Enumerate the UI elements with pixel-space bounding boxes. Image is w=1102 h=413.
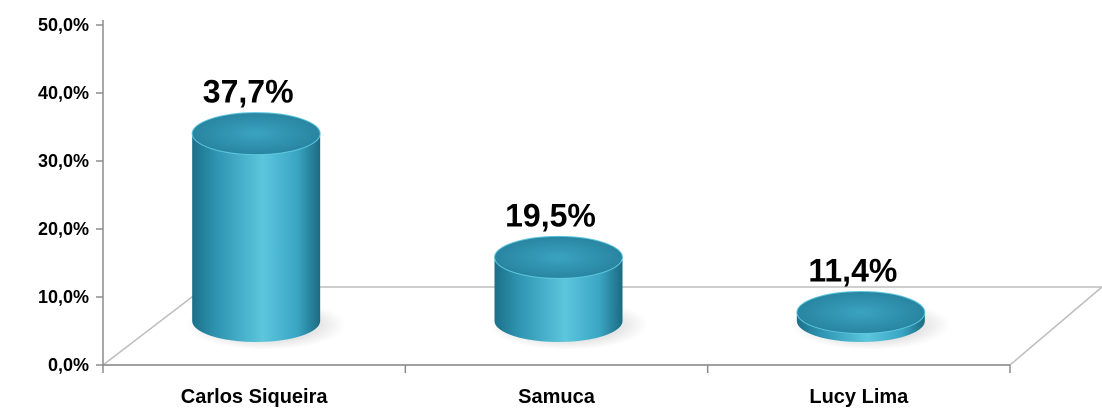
bar-cylinder-1 (192, 133, 321, 342)
data-label: 11,4% (808, 252, 897, 288)
y-tick-label: 50,0% (38, 15, 89, 35)
data-label: 19,5% (505, 197, 596, 233)
bar-cylinder-2 (494, 257, 623, 342)
bar-cylinder-3 (796, 312, 925, 342)
y-tick-label: 0,0% (48, 355, 89, 375)
data-label: 37,7% (203, 74, 294, 110)
bar-top-2 (494, 235, 623, 279)
bar-top-1 (191, 112, 321, 156)
y-tick-label: 20,0% (38, 219, 89, 239)
x-category-label: Samuca (518, 386, 596, 408)
x-category-label: Carlos Siqueira (181, 386, 329, 408)
x-category-label: Lucy Lima (809, 386, 909, 408)
bar-top-3 (796, 290, 926, 334)
y-tick-label: 10,0% (38, 287, 89, 307)
y-tick-label: 30,0% (38, 151, 89, 171)
y-tick-label: 40,0% (38, 83, 89, 103)
